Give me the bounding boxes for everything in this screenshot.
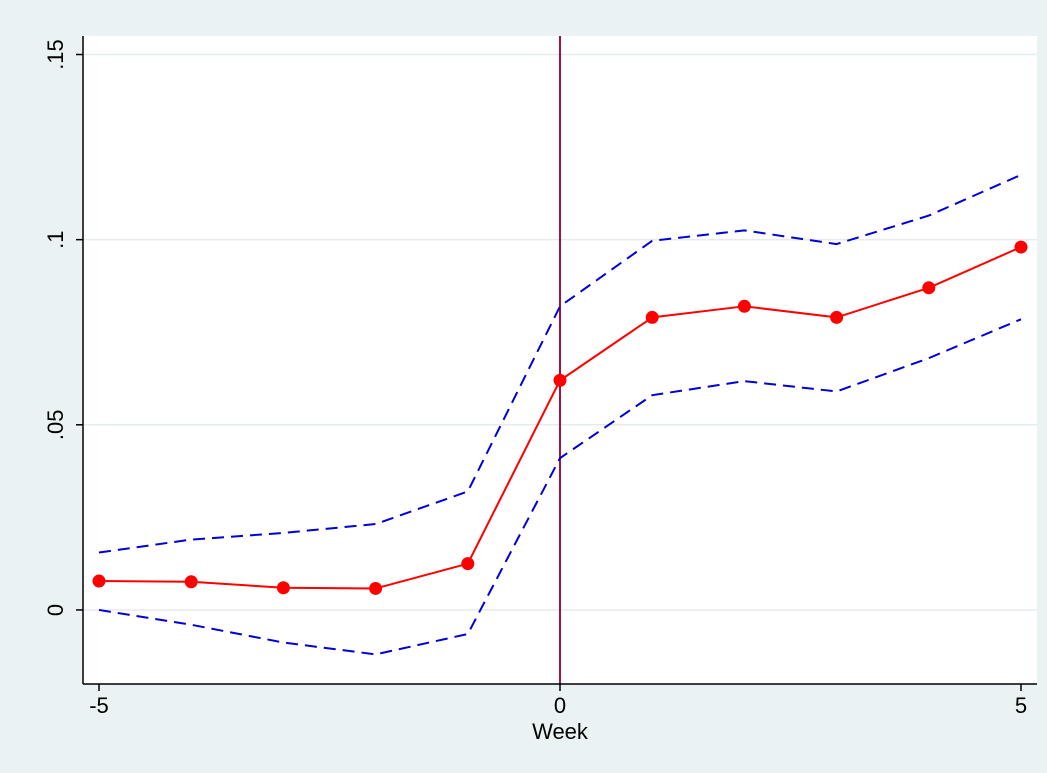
series-line-upper-bound — [98, 173, 1022, 554]
data-point-estimate — [461, 557, 475, 571]
data-point-estimate — [1014, 240, 1028, 254]
y-tick-label: .05 — [43, 410, 68, 441]
data-point-estimate — [92, 574, 106, 588]
y-tick-label: .1 — [43, 230, 68, 248]
data-point-estimate — [830, 310, 844, 324]
data-point-estimate — [184, 575, 198, 589]
y-tick-label: 0 — [43, 604, 68, 616]
x-tick-label: 5 — [1015, 693, 1027, 718]
series-layer — [92, 173, 1028, 656]
data-point-estimate — [645, 310, 659, 324]
x-tick-label: -5 — [89, 693, 109, 718]
y-tick-label: .15 — [43, 39, 68, 70]
data-point-estimate — [369, 581, 383, 595]
data-point-estimate — [922, 281, 936, 295]
x-axis-title: Week — [532, 719, 589, 744]
x-tick-label: 0 — [554, 693, 566, 718]
axis-layer: 0 .05 .1 .15 -5 0 5 — [43, 36, 1037, 718]
series-line-lower-bound — [98, 318, 1022, 656]
data-point-estimate — [737, 299, 751, 313]
data-point-estimate — [553, 373, 567, 387]
data-point-estimate — [276, 581, 290, 595]
